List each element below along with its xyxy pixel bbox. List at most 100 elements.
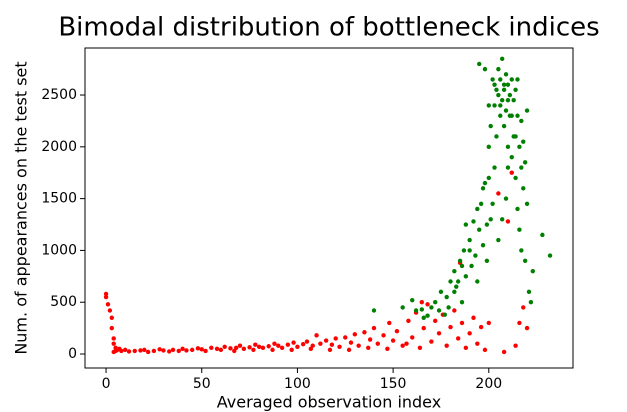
point [475, 206, 480, 212]
point [498, 103, 503, 108]
point [109, 325, 114, 331]
point [448, 324, 453, 330]
point [540, 232, 545, 238]
point [444, 294, 449, 300]
chart-title: Bimodal distribution of bottleneck indic… [58, 13, 599, 43]
point [459, 300, 465, 305]
point [300, 341, 306, 347]
y-axis-label: Num. of appearances on the test set [12, 61, 31, 354]
y-tick-label: 2000 [41, 139, 77, 155]
point [419, 300, 425, 305]
point [362, 330, 367, 335]
point [463, 222, 469, 227]
point [410, 297, 415, 303]
point [484, 222, 490, 227]
point [513, 175, 518, 181]
point [547, 253, 553, 258]
point [157, 347, 162, 352]
point [433, 300, 438, 305]
point [295, 344, 300, 349]
point [232, 348, 237, 354]
point [505, 82, 511, 87]
point [471, 315, 476, 320]
point [513, 134, 518, 139]
point [455, 279, 461, 284]
point [494, 87, 499, 93]
point [109, 315, 114, 320]
point [452, 268, 457, 274]
point [247, 345, 252, 350]
point [505, 165, 511, 170]
point [480, 186, 486, 191]
point [375, 341, 380, 346]
point [329, 342, 335, 347]
point [161, 348, 166, 353]
point [498, 113, 503, 118]
point [446, 305, 451, 310]
point [499, 98, 505, 103]
point [176, 348, 181, 354]
point [400, 305, 405, 310]
point [371, 325, 377, 331]
y-tick-label: 0 [68, 346, 77, 362]
point [503, 72, 509, 77]
point [167, 349, 172, 354]
point [260, 345, 266, 350]
point [475, 341, 480, 346]
point [272, 341, 277, 346]
point [513, 87, 518, 93]
point [180, 346, 185, 352]
point [501, 87, 507, 93]
point [433, 318, 438, 324]
point [509, 154, 514, 160]
point [266, 344, 271, 349]
point [519, 118, 524, 124]
point [511, 98, 516, 103]
point [425, 302, 430, 307]
point [455, 336, 461, 341]
point [318, 341, 323, 346]
point [501, 82, 507, 87]
point [482, 66, 488, 72]
point [111, 349, 116, 355]
plot-frame [84, 47, 574, 369]
point [421, 325, 426, 331]
point [515, 77, 520, 82]
point [413, 308, 419, 313]
point [488, 123, 493, 129]
point [496, 66, 501, 72]
point [461, 248, 467, 253]
point [214, 346, 220, 352]
point [400, 343, 405, 348]
point [530, 268, 536, 274]
point [209, 345, 214, 350]
point [304, 339, 310, 344]
point [285, 342, 291, 347]
point [270, 347, 275, 353]
point [237, 343, 243, 348]
y-tick-label: 500 [50, 294, 77, 310]
point [517, 227, 522, 232]
point [346, 347, 352, 353]
point [189, 347, 195, 353]
point [381, 333, 386, 338]
point [509, 170, 514, 175]
point [457, 258, 463, 263]
point [289, 347, 294, 353]
point [276, 343, 281, 348]
y-tick-label: 1000 [41, 242, 77, 258]
point [410, 335, 415, 340]
point [505, 144, 511, 150]
point [218, 347, 224, 353]
point [333, 336, 338, 341]
point [505, 98, 511, 103]
point [337, 344, 342, 349]
point [488, 217, 493, 222]
point [132, 348, 137, 354]
point [442, 312, 447, 317]
point [521, 305, 526, 310]
point [507, 92, 513, 98]
point [513, 343, 518, 348]
point [241, 346, 247, 352]
